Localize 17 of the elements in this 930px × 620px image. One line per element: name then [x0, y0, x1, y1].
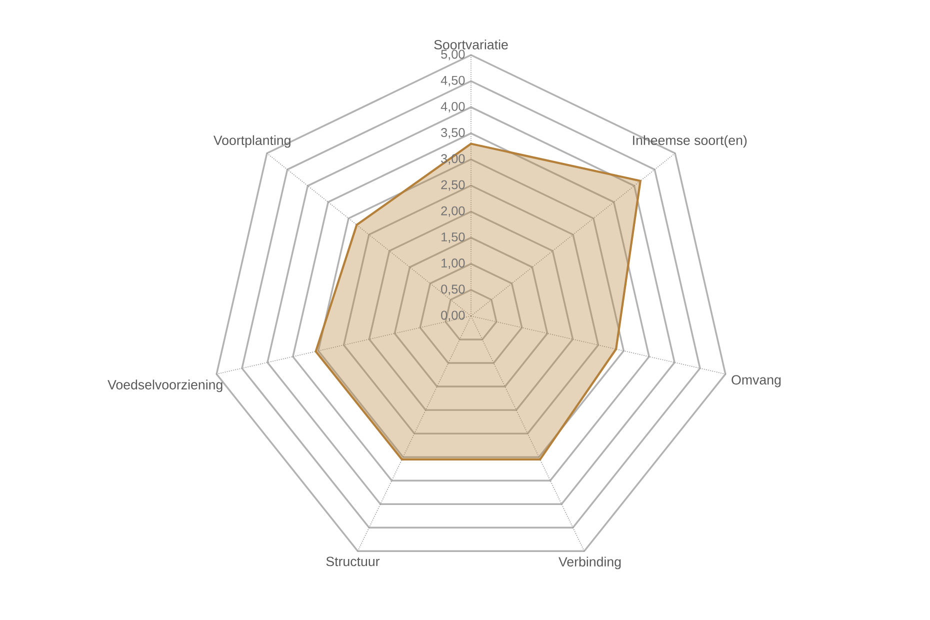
- spoke-label: Inheemse soort(en): [633, 135, 747, 148]
- spoke-label: Omvang: [732, 375, 781, 388]
- y-tick-label: 5,00: [441, 50, 465, 60]
- y-tick-label: 1,00: [442, 258, 465, 270]
- y-tick-label: 3,50: [441, 128, 465, 139]
- y-tick-label: 1,50: [442, 232, 465, 243]
- spoke-label: Voortplanting: [213, 135, 290, 148]
- y-tick-label: 2,00: [441, 206, 465, 217]
- spoke-label: Structuur: [326, 556, 380, 566]
- y-tick-label: 4,00: [440, 102, 465, 112]
- y-tick-label: 4,50: [440, 76, 465, 86]
- spoke-label: Soortvariatie: [434, 40, 508, 50]
- y-tick-label: 0,00: [441, 310, 465, 322]
- y-tick-label: 0,50: [441, 284, 465, 296]
- spoke-label: Verbinding: [558, 556, 621, 570]
- y-tick-label: 2,50: [441, 180, 465, 191]
- spoke-label: Voedselvoorziening: [108, 380, 222, 392]
